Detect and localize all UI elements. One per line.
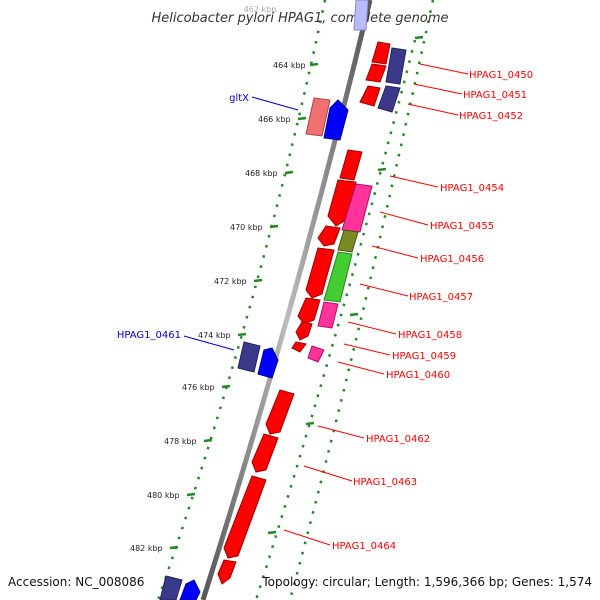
gene-arrow-hpag1-0462[interactable] bbox=[265, 389, 295, 435]
gene-arrow[interactable] bbox=[179, 579, 201, 600]
tick-mark bbox=[186, 492, 196, 497]
tick-label: 474 kbp bbox=[198, 331, 231, 340]
gene-label-hpag1-0452[interactable]: HPAG1_0452 bbox=[459, 111, 523, 122]
gene-arrow[interactable] bbox=[327, 179, 357, 227]
gene-arrow-gltx-pink[interactable] bbox=[305, 97, 331, 137]
scale-ticks: 462 kbp 464 kbp 466 kbp 468 kbp 470 kbp … bbox=[130, 5, 424, 553]
inner-track-right bbox=[288, 0, 435, 600]
gene-label-hpag1-0455[interactable]: HPAG1_0455 bbox=[430, 221, 494, 232]
tick-label: 476 kbp bbox=[182, 383, 215, 392]
gene-arrow-hpag1-0459[interactable] bbox=[291, 341, 307, 353]
tick-mark bbox=[267, 530, 277, 535]
gene-label-hpag1-0462[interactable]: HPAG1_0462 bbox=[366, 434, 430, 445]
tick-mark bbox=[284, 170, 294, 175]
gene-arrow[interactable] bbox=[159, 575, 183, 600]
label-leaders bbox=[183, 63, 469, 546]
tick-mark bbox=[269, 224, 279, 229]
tick-mark bbox=[309, 62, 319, 67]
gene-arrow[interactable] bbox=[223, 475, 267, 559]
gene-arrow-hpag1-0454[interactable] bbox=[339, 149, 363, 181]
gene-label-hpag1-0454[interactable]: HPAG1_0454 bbox=[440, 183, 504, 194]
accession-text: Accession: NC_008086 bbox=[8, 575, 144, 589]
gene-label-hpag1-0450[interactable]: HPAG1_0450 bbox=[469, 70, 533, 81]
tick-label: 466 kbp bbox=[258, 115, 291, 124]
tick-mark bbox=[377, 167, 387, 172]
tick-mark bbox=[297, 116, 307, 121]
gene-labels: gltX HPAG1_0450 HPAG1_0451 HPAG1_0452 HP… bbox=[117, 70, 533, 552]
tick-mark bbox=[221, 384, 231, 389]
gene-label-hpag1-0458[interactable]: HPAG1_0458 bbox=[398, 330, 462, 341]
tick-mark bbox=[349, 312, 359, 317]
gene-arrow-hpag1-0460[interactable] bbox=[307, 345, 325, 363]
gene-arrow-hpag1-0461[interactable] bbox=[237, 341, 261, 373]
page-title: Helicobacter pylori HPAG1, complete geno… bbox=[151, 11, 448, 26]
gene-label-hpag1-0461[interactable]: HPAG1_0461 bbox=[117, 330, 181, 341]
gene-arrow[interactable] bbox=[257, 347, 279, 379]
tick-mark bbox=[253, 278, 263, 283]
gene-arrow-gltx[interactable] bbox=[323, 99, 349, 141]
genes bbox=[159, 0, 407, 600]
tick-mark bbox=[414, 35, 424, 40]
gene-arrow[interactable] bbox=[377, 85, 401, 113]
gene-arrow-hpag1-0451[interactable] bbox=[365, 63, 387, 83]
inner-track-left bbox=[254, 39, 417, 600]
gene-label-hpag1-0451[interactable]: HPAG1_0451 bbox=[463, 90, 527, 101]
gene-arrow[interactable] bbox=[297, 297, 321, 325]
gene-arrow-hpag1-0452[interactable] bbox=[359, 85, 381, 107]
gene-arrow-hpag1-0464[interactable] bbox=[217, 559, 237, 585]
gene-arrow-hpag1-0458[interactable] bbox=[317, 301, 339, 329]
gene-label-hpag1-0464[interactable]: HPAG1_0464 bbox=[332, 541, 396, 552]
tick-mark bbox=[305, 421, 315, 426]
gene-label-gltx[interactable]: gltX bbox=[229, 93, 249, 104]
gene-arrow-hpag1-0457[interactable] bbox=[323, 251, 353, 303]
tick-mark bbox=[169, 545, 179, 550]
gene-arrow-hpag1-0456[interactable] bbox=[337, 229, 359, 253]
tick-label: 470 kbp bbox=[230, 223, 263, 232]
gene-arrow[interactable] bbox=[385, 47, 407, 85]
gene-arrow[interactable] bbox=[295, 321, 313, 341]
gene-arrow[interactable] bbox=[305, 247, 335, 299]
tick-label: 482 kbp bbox=[130, 544, 163, 553]
gene-label-hpag1-0460[interactable]: HPAG1_0460 bbox=[386, 370, 450, 381]
gene-label-hpag1-0456[interactable]: HPAG1_0456 bbox=[420, 254, 484, 265]
gene-label-hpag1-0457[interactable]: HPAG1_0457 bbox=[409, 292, 473, 303]
tick-label: 480 kbp bbox=[147, 491, 180, 500]
tick-mark bbox=[237, 332, 247, 337]
tick-mark bbox=[203, 438, 213, 443]
tick-label: 464 kbp bbox=[273, 61, 306, 70]
gene-arrow[interactable] bbox=[353, 0, 369, 31]
tick-label: 468 kbp bbox=[245, 169, 278, 178]
gene-arrow[interactable] bbox=[317, 225, 341, 247]
tick-label: 472 kbp bbox=[214, 277, 247, 286]
tick-label: 478 kbp bbox=[164, 437, 197, 446]
outer-tick-track bbox=[156, 0, 327, 600]
tick-label: 462 kbp bbox=[244, 5, 277, 14]
genome-backbone bbox=[200, 0, 373, 600]
gene-arrow-hpag1-0455[interactable] bbox=[341, 183, 373, 233]
gene-label-hpag1-0463[interactable]: HPAG1_0463 bbox=[353, 477, 417, 488]
gene-arrow-hpag1-0463[interactable] bbox=[251, 433, 279, 473]
genome-summary-text: Topology: circular; Length: 1,596,366 bp… bbox=[261, 575, 592, 589]
gene-label-hpag1-0459[interactable]: HPAG1_0459 bbox=[392, 351, 456, 362]
gene-arrow-hpag1-0450[interactable] bbox=[371, 41, 391, 65]
